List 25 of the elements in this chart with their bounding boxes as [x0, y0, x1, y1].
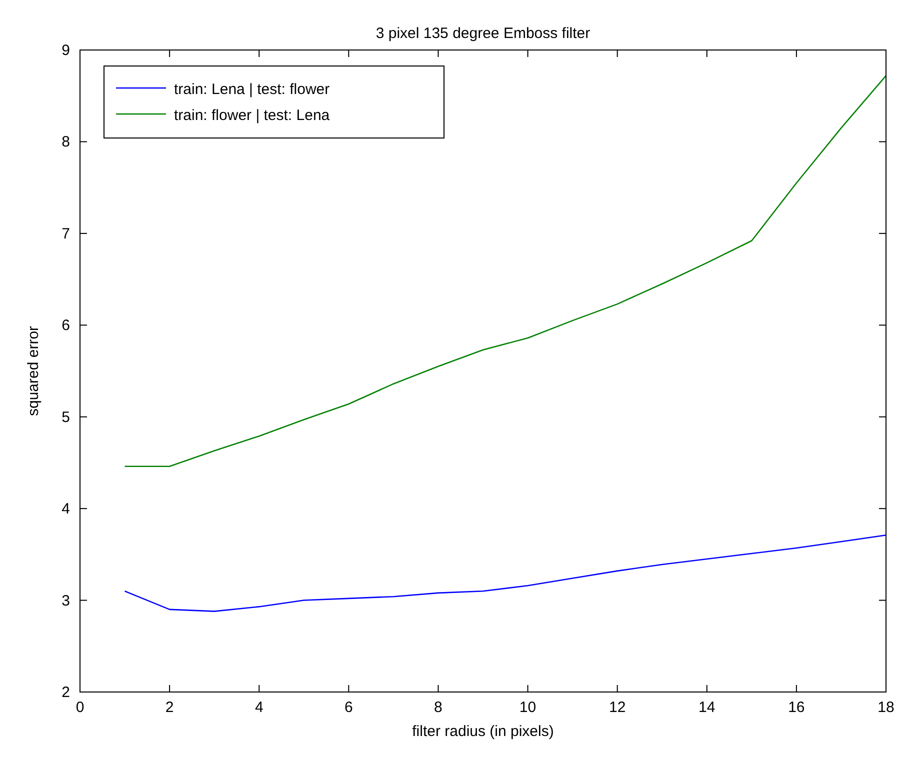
- y-tick-label: 5: [62, 408, 70, 426]
- x-tick-label: 8: [434, 699, 442, 716]
- line-series: [124, 75, 887, 468]
- x-tick-label: 12: [608, 699, 626, 716]
- y-axis-title: squared error: [25, 326, 42, 416]
- x-tick-label: 6: [344, 699, 353, 716]
- x-tick-label: 14: [698, 699, 716, 716]
- y-tick-label: 8: [62, 134, 70, 151]
- x-tick-label: 18: [878, 699, 894, 716]
- legend-label: train: Lena | test: flower: [174, 81, 330, 98]
- x-tick-label: 4: [254, 699, 264, 716]
- y-tick-label: 6: [62, 317, 70, 334]
- x-axis-title: filter radius (in pixels): [412, 723, 554, 740]
- y-tick-label: 3: [62, 592, 70, 610]
- y-tick-label: 9: [62, 42, 70, 59]
- chart-title: 3 pixel 135 degree Emboss filter: [376, 25, 590, 42]
- y-tick-label: 2: [62, 684, 70, 701]
- y-tick-label: 4: [62, 500, 70, 518]
- x-tick-label: 16: [788, 699, 805, 716]
- x-tick-label: 2: [165, 699, 174, 716]
- legend-label: train: flower | test: Lena: [174, 107, 330, 124]
- x-tick-label: 0: [76, 699, 84, 716]
- line-series: [124, 534, 887, 612]
- y-tick-label: 7: [62, 225, 70, 242]
- x-tick-label: 10: [519, 699, 536, 716]
